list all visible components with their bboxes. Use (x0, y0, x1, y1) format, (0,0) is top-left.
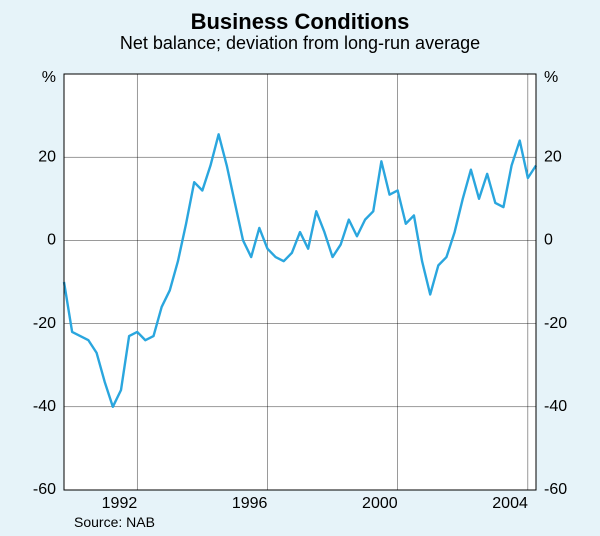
x-tick: 1992 (102, 495, 138, 512)
y-tick-right: 0 (544, 232, 553, 249)
y-tick-right: -40 (544, 398, 567, 415)
y-unit-left: % (42, 69, 56, 86)
y-tick-right: 20 (544, 148, 562, 165)
y-unit-right: % (544, 69, 558, 86)
y-tick-left: -40 (33, 398, 56, 415)
y-tick-right: -20 (544, 315, 567, 332)
x-tick: 2004 (492, 495, 528, 512)
x-tick: 1996 (232, 495, 268, 512)
y-tick-left: 20 (38, 148, 56, 165)
chart-frame: Business Conditions Net balance; deviati… (0, 0, 600, 536)
chart-plot: -60 -60 -40 -40 -20 -20 0 0 20 20%% 1992 1996 2000 20… (0, 0, 600, 536)
y-tick-right: -60 (544, 481, 567, 498)
y-tick-left: 0 (47, 232, 56, 249)
y-tick-left: -20 (33, 315, 56, 332)
x-tick: 2000 (362, 495, 398, 512)
y-tick-left: -60 (33, 481, 56, 498)
chart-source: Source: NAB (74, 514, 155, 530)
